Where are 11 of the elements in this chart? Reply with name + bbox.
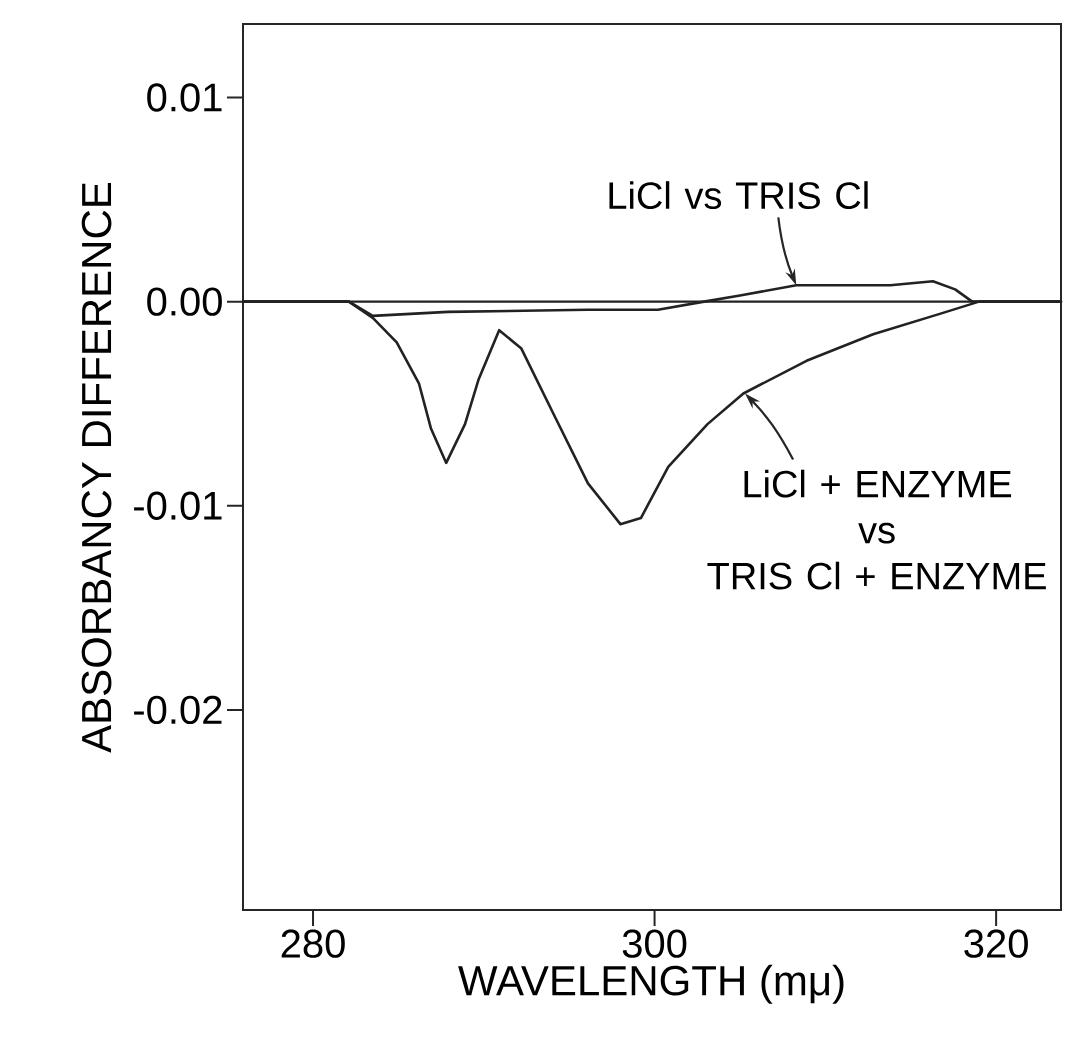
annotation: LiCl + ENZYME vs TRIS Cl + ENZYME	[707, 469, 1046, 590]
x-tick-label: 320	[964, 929, 1028, 958]
x-tick-label: 300	[622, 929, 687, 958]
y-tick-label: -0.02	[134, 695, 222, 725]
x-axis-title: WAVELENGTH (mμ)	[458, 964, 844, 1004]
y-tick-label: 0.00	[147, 287, 222, 316]
y-axis-title: ABSORBANCY DIFFERENCE	[81, 182, 112, 753]
annotation: LiCl vs TRIS Cl	[609, 181, 868, 210]
x-tick-label: 280	[281, 929, 345, 958]
y-tick-label: 0.01	[147, 83, 222, 112]
y-tick-label: -0.01	[134, 491, 222, 520]
